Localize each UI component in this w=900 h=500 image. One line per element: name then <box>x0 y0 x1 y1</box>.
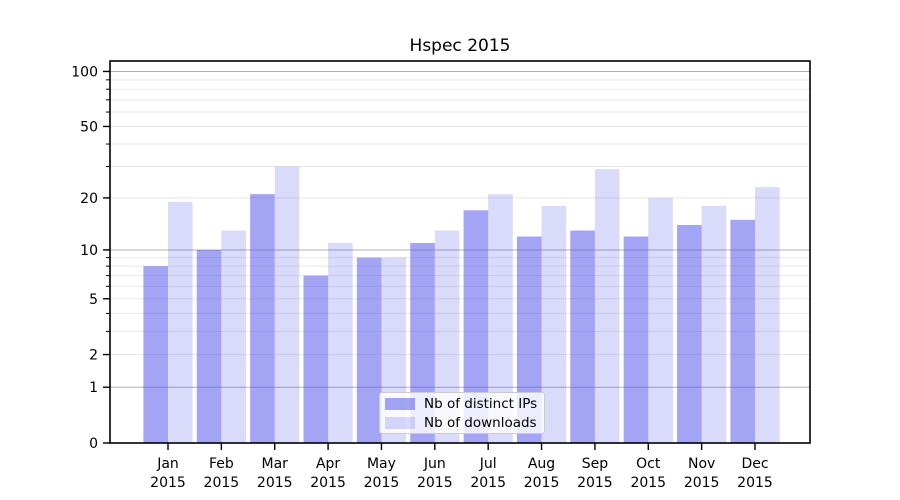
x-tick-label-month: Sep <box>582 456 609 472</box>
y-tick-label: 10 <box>80 243 98 259</box>
x-tick-label-year: 2015 <box>737 475 773 491</box>
x-tick-label-month: Mar <box>262 456 289 472</box>
x-tick-label-year: 2015 <box>417 475 453 491</box>
y-tick-label: 100 <box>71 64 98 80</box>
y-tick-label: 0 <box>89 436 98 452</box>
x-tick-label-year: 2015 <box>310 475 346 491</box>
x-tick-label-month: Apr <box>316 456 340 472</box>
x-tick-label-month: Dec <box>741 456 768 472</box>
bar-distinct-ips-sep <box>570 230 595 443</box>
bar-distinct-ips-may <box>356 257 382 443</box>
bar-downloads-oct <box>648 197 673 443</box>
y-tick-label: 2 <box>89 348 98 364</box>
x-tick-label-month: May <box>367 456 396 472</box>
legend-row-downloads: Nb of downloads <box>385 415 538 431</box>
x-tick-label-year: 2015 <box>204 475 240 491</box>
legend-swatch-ips <box>385 397 415 410</box>
bar-downloads-sep <box>594 169 620 443</box>
x-tick-label-year: 2015 <box>470 475 506 491</box>
x-tick-label-year: 2015 <box>577 475 613 491</box>
x-tick-label-month: Jul <box>479 456 497 472</box>
legend-swatch-downloads <box>385 416 415 429</box>
x-tick-label-month: Nov <box>688 456 715 472</box>
y-tick-label: 20 <box>80 191 98 207</box>
legend-label-ips: Nb of distinct IPs <box>424 395 538 412</box>
legend: Nb of distinct IPs Nb of downloads <box>379 392 545 434</box>
x-tick-label-year: 2015 <box>684 475 720 491</box>
y-tick-label: 50 <box>80 119 98 135</box>
bar-distinct-ips-nov <box>677 224 702 443</box>
bar-distinct-ips-oct <box>623 236 649 443</box>
bar-distinct-ips-mar <box>250 194 275 443</box>
bar-downloads-feb <box>221 230 246 443</box>
x-tick-label-year: 2015 <box>257 475 293 491</box>
x-tick-label-year: 2015 <box>150 475 186 491</box>
x-tick-label-month: Aug <box>528 456 555 472</box>
chart-title: Hspec 2015 <box>409 36 511 56</box>
x-tick-label-month: Jan <box>156 456 179 472</box>
y-tick-label: 5 <box>89 292 98 308</box>
plot-frame <box>109 60 811 444</box>
y-tick-label: 1 <box>89 380 98 396</box>
bar-downloads-jan <box>168 201 193 443</box>
bar-downloads-aug <box>541 205 567 443</box>
bar-distinct-ips-apr <box>303 275 329 443</box>
bar-downloads-apr <box>328 242 353 443</box>
bar-downloads-mar <box>274 166 300 444</box>
bar-distinct-ips-jan <box>143 266 168 443</box>
bar-downloads-nov <box>701 205 727 443</box>
bar-distinct-ips-feb <box>196 249 222 443</box>
x-tick-label-year: 2015 <box>524 475 560 491</box>
x-tick-label-year: 2015 <box>630 475 666 491</box>
bar-downloads-dec <box>755 187 780 443</box>
x-tick-label-year: 2015 <box>364 475 400 491</box>
x-tick-label-month: Jun <box>423 456 446 472</box>
legend-row-distinct-ips: Nb of distinct IPs <box>385 396 538 412</box>
x-tick-label-month: Feb <box>209 456 234 472</box>
bar-distinct-ips-dec <box>730 219 755 443</box>
legend-label-downloads: Nb of downloads <box>424 414 537 431</box>
x-tick-label-month: Oct <box>636 456 661 472</box>
